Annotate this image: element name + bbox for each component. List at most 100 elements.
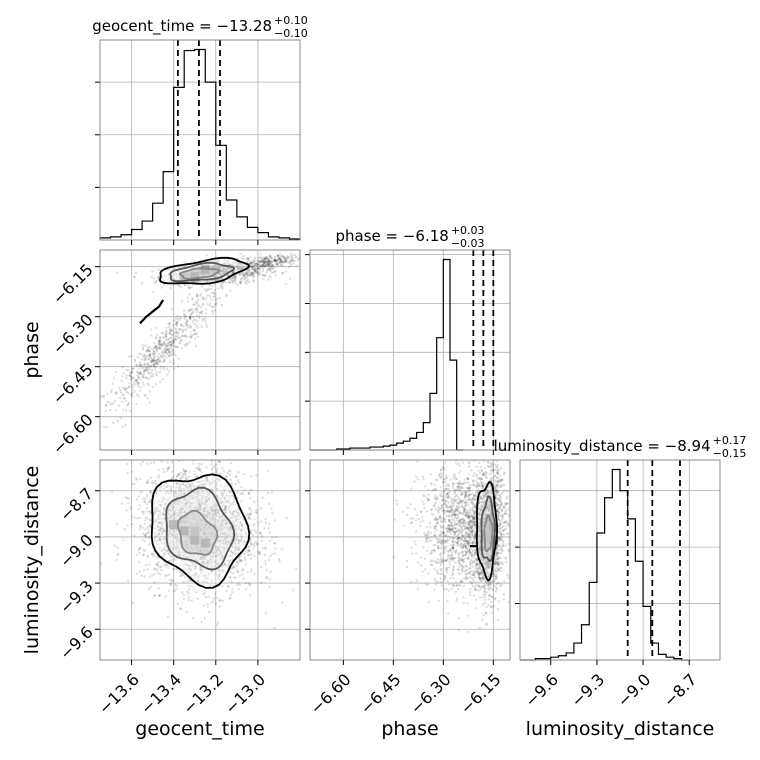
sample-point: [161, 360, 164, 364]
sample-point: [211, 509, 214, 512]
sample-point: [178, 266, 181, 269]
sample-point: [222, 267, 225, 270]
sample-point: [457, 506, 460, 510]
sample-point: [207, 572, 211, 576]
sample-point: [186, 486, 189, 489]
sample-point: [240, 486, 243, 489]
sample-point: [184, 497, 187, 500]
sample-point: [259, 581, 263, 585]
sample-point: [164, 565, 168, 568]
sample-point: [439, 577, 443, 580]
sample-point: [463, 557, 466, 561]
sample-point: [434, 535, 437, 538]
sample-point: [440, 503, 444, 507]
sample-point: [460, 525, 463, 528]
sample-point: [182, 312, 186, 316]
sample-point: [162, 342, 166, 345]
sample-point: [207, 498, 211, 501]
sample-point: [156, 572, 160, 575]
sample-point: [158, 509, 161, 512]
sample-point: [221, 515, 224, 519]
sample-point: [472, 520, 476, 524]
sample-point: [514, 535, 516, 537]
sample-point: [203, 507, 207, 510]
sample-point: [248, 584, 252, 587]
sample-point: [162, 561, 166, 564]
sample-point: [205, 513, 208, 516]
sample-point: [199, 493, 203, 497]
sample-point: [211, 518, 215, 522]
sample-point: [480, 570, 483, 574]
sample-point: [494, 554, 497, 557]
sample-point: [200, 310, 203, 314]
scatter-panel-geocent_time-vs-luminosity_distance-points: [100, 457, 298, 630]
sample-point: [245, 270, 249, 273]
sample-point: [179, 511, 182, 514]
sample-point: [496, 544, 499, 548]
sample-point: [178, 515, 181, 518]
sample-point: [447, 484, 451, 487]
sample-point: [225, 281, 228, 284]
sample-point: [448, 510, 452, 513]
sample-point: [170, 533, 173, 536]
sample-point: [142, 366, 145, 369]
sample-point: [287, 261, 290, 264]
sample-point: [157, 564, 160, 567]
sample-point: [228, 457, 230, 459]
sample-point: [254, 269, 258, 272]
sample-point: [204, 574, 207, 577]
sample-point: [229, 575, 232, 579]
sample-point: [139, 364, 142, 368]
sample-point: [188, 317, 192, 320]
sample-point: [239, 520, 242, 524]
sample-point: [431, 489, 435, 492]
hist-panel-geocent_time-bg: [100, 40, 300, 240]
sample-point: [151, 385, 155, 389]
sample-point: [232, 572, 235, 575]
sample-point: [416, 560, 420, 564]
sample-point: [162, 521, 165, 524]
sample-point: [188, 324, 191, 328]
sample-point: [158, 360, 161, 363]
sample-point: [220, 541, 223, 545]
sample-point: [128, 374, 131, 377]
sample-point: [262, 265, 265, 268]
sample-point: [162, 367, 166, 371]
sample-point: [228, 533, 231, 536]
sample-point: [213, 288, 216, 292]
sample-point: [251, 272, 254, 275]
sample-point: [136, 385, 140, 388]
sample-point: [145, 503, 149, 506]
sample-point: [499, 496, 502, 499]
sample-point: [144, 563, 148, 567]
sample-point: [224, 268, 227, 271]
sample-point: [279, 261, 282, 264]
sample-point: [442, 516, 445, 520]
sample-point: [215, 559, 218, 562]
sample-point: [440, 472, 444, 476]
sample-point: [234, 542, 237, 546]
sample-point: [228, 554, 231, 558]
sample-point: [184, 321, 188, 325]
sample-point: [281, 271, 284, 274]
sample-point: [178, 489, 181, 492]
sample-point: [225, 266, 229, 270]
sample-point: [222, 547, 225, 551]
sample-point: [233, 576, 236, 579]
sample-point: [142, 569, 146, 572]
sample-point: [158, 347, 162, 351]
sample-point: [280, 257, 283, 261]
sample-point: [157, 543, 160, 546]
sample-point: [173, 502, 176, 505]
sample-point: [186, 487, 189, 491]
sample-point: [515, 499, 517, 501]
sample-point: [163, 528, 167, 532]
sample-point: [156, 358, 160, 361]
sample-point: [474, 550, 477, 553]
sample-point: [205, 479, 208, 482]
sample-point: [170, 534, 174, 537]
sample-point: [222, 555, 225, 558]
sample-point: [462, 491, 465, 495]
sample-point: [279, 258, 282, 261]
sample-point: [139, 524, 142, 527]
